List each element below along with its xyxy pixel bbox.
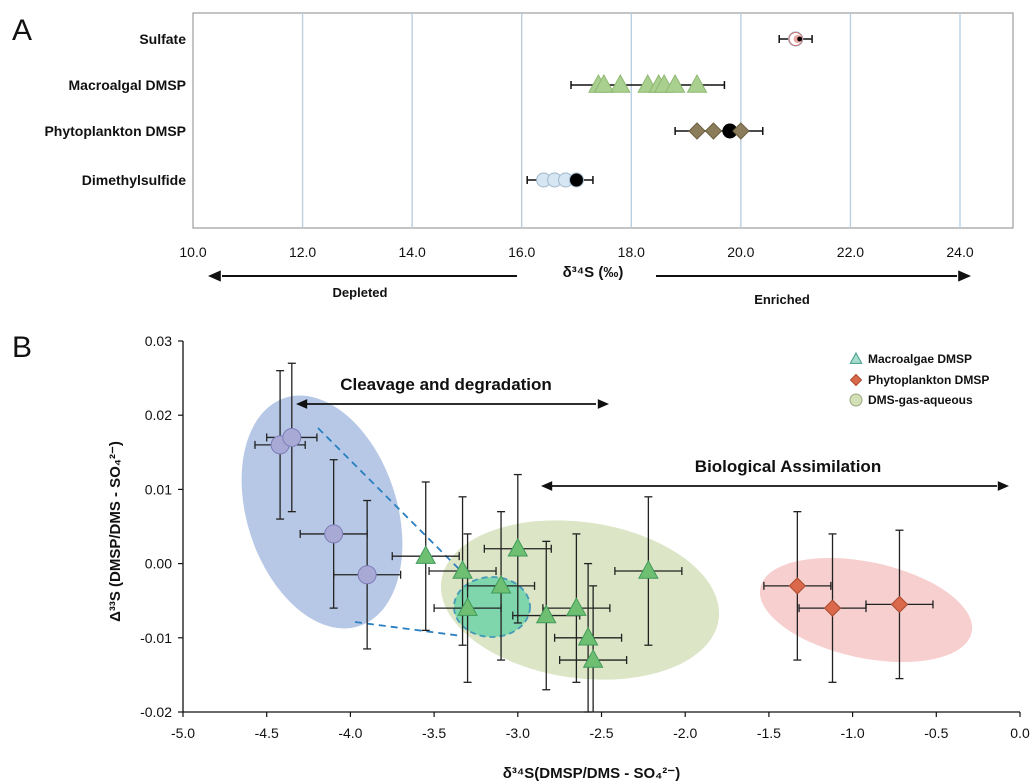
panel-a-marker: [722, 123, 738, 139]
depleted-arrow-head: [208, 270, 221, 282]
legend-marker-macroalgae: [849, 351, 863, 364]
panel-b-letter: B: [12, 331, 32, 364]
panel-b-x-tick-label: -3.5: [422, 725, 446, 741]
panel-b-y-tick-label: -0.01: [140, 630, 172, 646]
panel-b-y-tick-label: 0.02: [145, 407, 172, 423]
panel-a-marker: [688, 122, 706, 140]
assimilation-arrow-head-left: [541, 481, 553, 491]
dms-region-ellipse: [440, 520, 720, 680]
panel-b-marker: [282, 427, 302, 447]
panel-b-marker: [577, 626, 599, 646]
legend-marker-phytoplankton: [849, 373, 863, 387]
panel-b-x-axis-title: δ³⁴S(DMSP/DMS - SO₄²⁻): [503, 765, 680, 782]
cleavage-arrow-head-right: [597, 399, 609, 409]
panel-a-marker: [686, 73, 708, 93]
panel-a-marker: [664, 73, 686, 93]
panel-a-marker: [593, 73, 615, 93]
panel-a-x-tick-label: 20.0: [727, 244, 754, 260]
panel-a-x-tick-label: 12.0: [289, 244, 316, 260]
panel-a-x-tick-label: 10.0: [179, 244, 206, 260]
panel-b-marker: [452, 559, 473, 579]
panel-a-category-label: Phytoplankton DMSP: [44, 123, 186, 139]
panel-b-marker: [507, 537, 529, 557]
panel-b-x-tick-label: -1.5: [757, 725, 781, 741]
depleted-label: Depleted: [333, 285, 388, 300]
panel-b-x-tick-label: -1.0: [841, 725, 865, 741]
legend-marker-dms: [849, 393, 863, 407]
panel-a-marker: [569, 172, 584, 188]
panel-a-x-tick-label: 14.0: [399, 244, 426, 260]
assimilation-annotation: Biological Assimilation: [695, 457, 881, 476]
panel-a-x-tick-label: 18.0: [618, 244, 645, 260]
panel-a-marker: [732, 122, 750, 140]
panel-a-marker: [609, 73, 631, 93]
enriched-label: Enriched: [754, 292, 810, 307]
panel-b-marker: [890, 595, 909, 614]
panel-b-y-tick-label: 0.03: [145, 333, 172, 349]
legend-entry: DMS-gas-aqueous: [868, 393, 973, 407]
panel-a-letter: A: [12, 14, 32, 47]
panel-b-y-tick-label: -0.02: [140, 704, 172, 720]
panel-b-marker: [582, 649, 604, 668]
panel-a-marker: [704, 122, 723, 140]
panel-a-x-tick-label: 24.0: [946, 244, 973, 260]
panel-b-x-tick-label: -5.0: [171, 725, 195, 741]
enriched-arrow-head: [958, 270, 971, 282]
panel-b-legend: Macroalgae DMSP Phytoplankton DMSP DMS-gas…: [849, 351, 989, 407]
panel-b-marker: [788, 577, 807, 595]
panel-a-x-tick-label: 16.0: [508, 244, 535, 260]
panel-b-x-tick-label: -2.5: [589, 725, 613, 741]
cleavage-arrow-head-left: [296, 399, 308, 409]
panel-b-marker: [415, 545, 437, 564]
panel-b-marker: [823, 599, 842, 617]
panel-a-plot-area: [192, 12, 1014, 229]
panel-a-marker: [797, 36, 803, 42]
panel-a-category-label: Dimethylsulfide: [82, 172, 186, 188]
panel-a-category-label: Sulfate: [139, 31, 186, 47]
legend-entry: Macroalgae DMSP: [868, 352, 972, 366]
panel-b-y-tick-label: 0.01: [145, 481, 172, 497]
panel-a-category-label: Macroalgal DMSP: [69, 77, 186, 93]
panel-b-x-tick-label: -4.0: [338, 725, 362, 741]
panel-b-y-tick-label: 0.00: [145, 556, 172, 572]
panel-b-marker: [357, 565, 377, 585]
panel-b-x-tick-label: -2.0: [673, 725, 697, 741]
panel-b-chart: -5.0 -4.5 -4.0 -3.5 -3.0 -2.5 -2.0 -1.5 -1.0 -0.5…: [107, 333, 1030, 782]
panel-b-marker: [566, 597, 587, 616]
panel-b-x-tick-label: -3.0: [506, 725, 530, 741]
panel-a-x-tick-label: 22.0: [837, 244, 864, 260]
panel-b-marker: [638, 559, 659, 579]
panel-b-marker: [324, 524, 344, 544]
panel-b-y-axis-title: Δ³³S (DMSP/DMS - SO₄²⁻): [107, 441, 124, 622]
overlap-region-ellipse: [453, 576, 531, 638]
panel-a-x-axis-title: δ³⁴S (‰): [563, 264, 624, 281]
panel-b-marker: [490, 574, 512, 594]
cleavage-region-ellipse: [241, 395, 403, 629]
assimilation-arrow-head-right: [997, 481, 1009, 491]
panel-b-marker: [457, 597, 478, 616]
panel-b-x-tick-label: -4.5: [255, 725, 279, 741]
cleavage-annotation: Cleavage and degradation: [340, 375, 552, 394]
panel-b-x-tick-label: -0.5: [924, 725, 948, 741]
legend-entry: Phytoplankton DMSP: [868, 373, 989, 387]
panel-b-x-tick-label: 0.0: [1010, 725, 1030, 741]
panel-b-marker: [535, 604, 557, 624]
panel-a-chart: 10.0 12.0 14.0 16.0 18.0 20.0 22.0 24.0 Sulfate M…: [44, 12, 1014, 307]
projection-dash-line: [354, 621, 463, 637]
